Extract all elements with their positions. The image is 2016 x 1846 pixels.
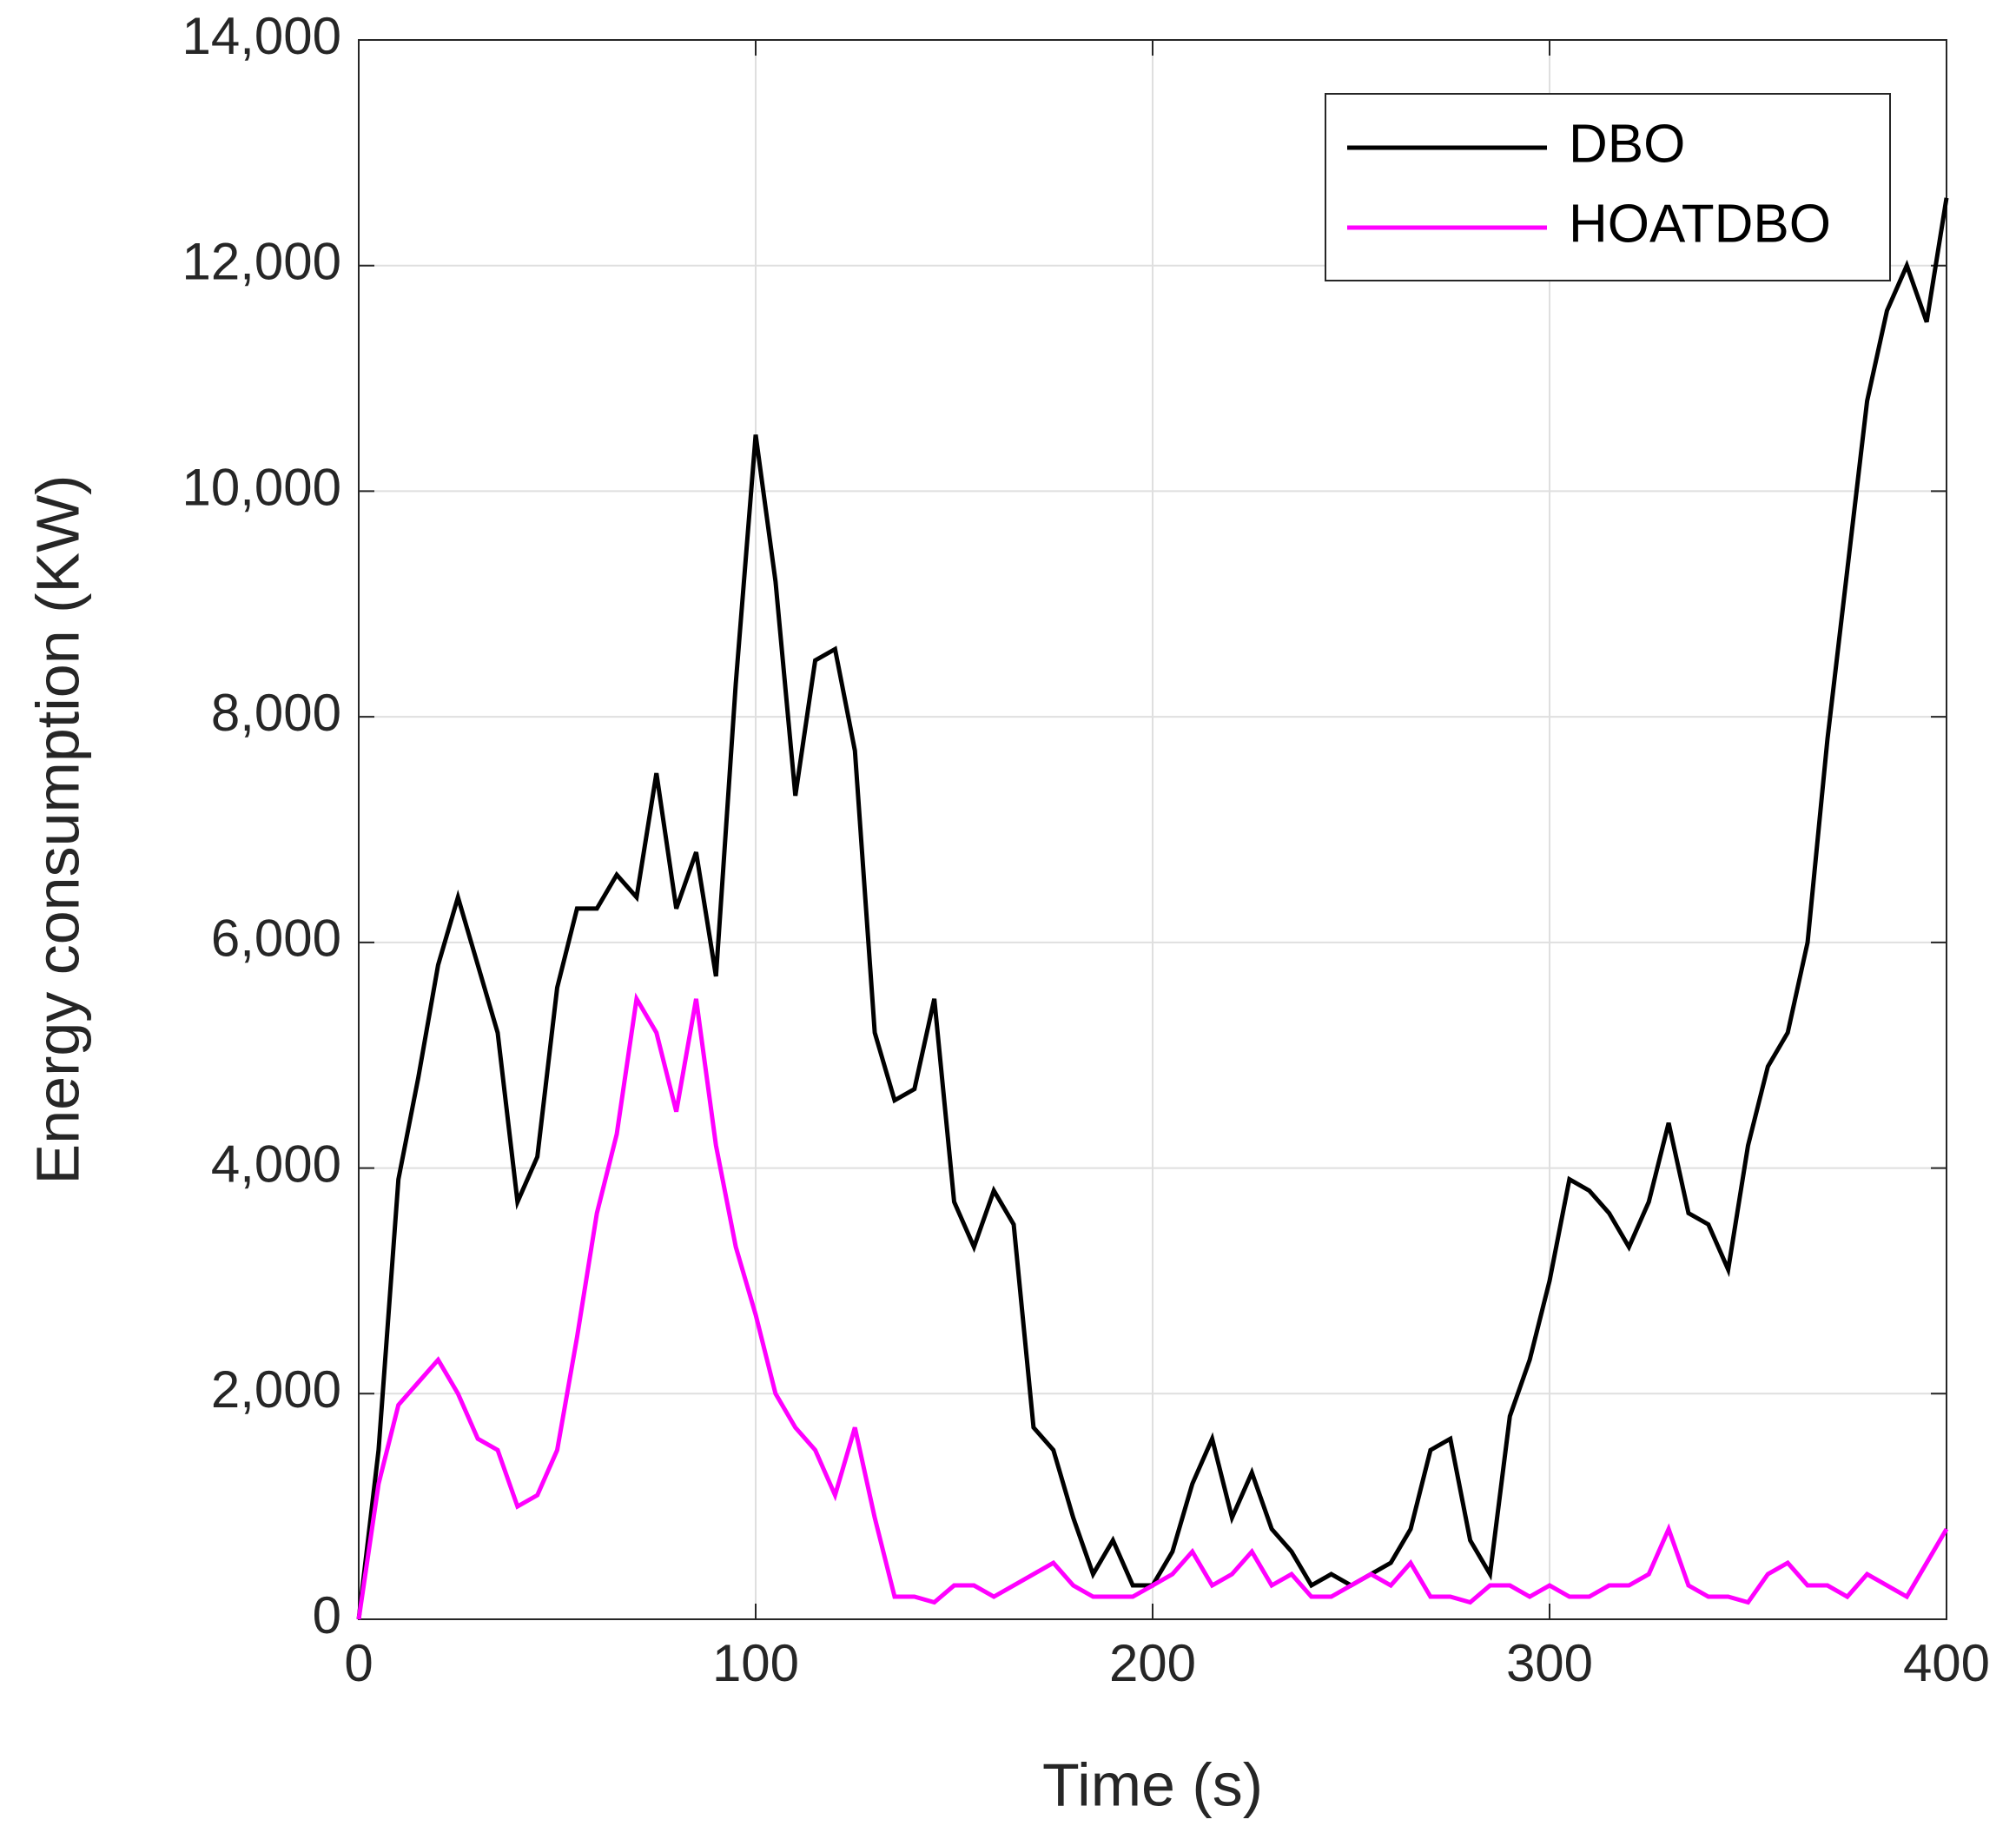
x-tick-label: 200 [1109, 1634, 1196, 1692]
series-line [356, 992, 1949, 1620]
y-tick-label: 10,000 [182, 458, 341, 516]
y-tick-label: 2,000 [211, 1360, 341, 1419]
plot-frame [358, 39, 1947, 1620]
y-axis-label: Energy consumption (KW) [23, 475, 91, 1185]
x-tick-label: 300 [1506, 1634, 1593, 1692]
y-tick-label: 8,000 [211, 684, 341, 742]
y-tick-label: 12,000 [182, 233, 341, 291]
legend-label: HOATDBO [1569, 194, 1831, 254]
x-axis-label: Time (s) [1042, 1750, 1263, 1818]
x-tick-label: 0 [344, 1634, 373, 1692]
y-tick-label: 0 [313, 1586, 341, 1644]
x-tick-label: 400 [1903, 1634, 1990, 1692]
legend-box [1325, 93, 1891, 281]
legend-label: DBO [1569, 114, 1685, 174]
y-tick-label: 6,000 [211, 910, 341, 968]
y-tick-label: 4,000 [211, 1135, 341, 1193]
x-tick-label: 100 [712, 1634, 799, 1692]
y-tick-label: 14,000 [182, 7, 341, 65]
